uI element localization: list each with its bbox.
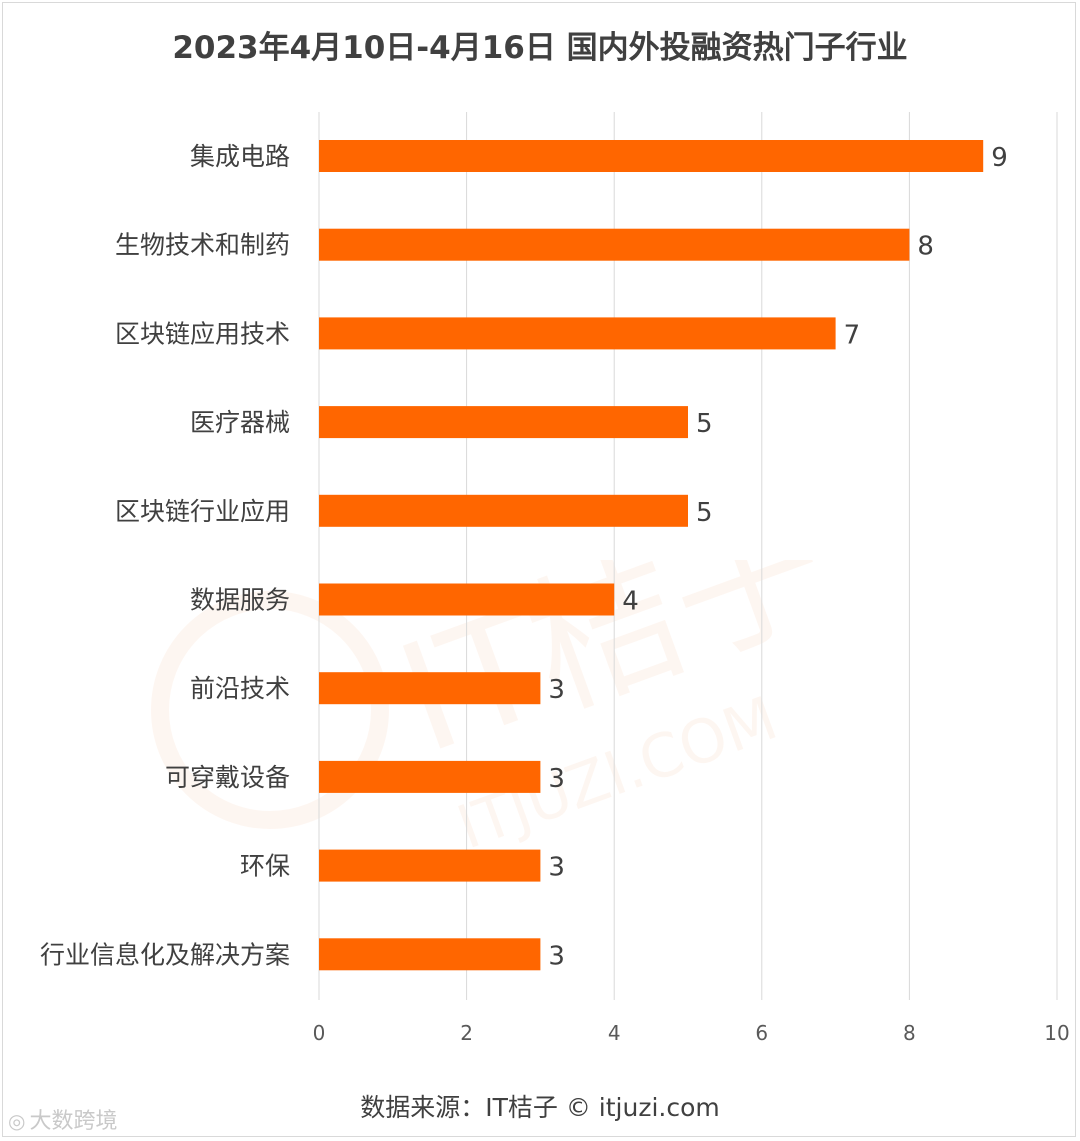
x-tick-label: 6 bbox=[755, 1021, 768, 1045]
category-label: 集成电路 bbox=[190, 142, 290, 171]
data-label: 3 bbox=[548, 853, 565, 883]
data-label: 3 bbox=[548, 764, 565, 794]
data-label: 3 bbox=[548, 675, 565, 705]
category-label: 生物技术和制药 bbox=[115, 231, 290, 260]
data-label: 5 bbox=[696, 498, 713, 528]
bar bbox=[319, 672, 541, 705]
category-labels: 集成电路生物技术和制药区块链应用技术医疗器械区块链行业应用数据服务前沿技术可穿戴… bbox=[40, 142, 290, 969]
data-label: 3 bbox=[548, 941, 565, 971]
data-label: 7 bbox=[844, 320, 861, 350]
category-label: 可穿戴设备 bbox=[165, 763, 290, 792]
corner-watermark: ◎ 大数跨境 bbox=[8, 1103, 117, 1135]
x-axis-ticks: 0 2 4 6 8 10 bbox=[313, 1021, 1070, 1045]
x-tick-label: 8 bbox=[903, 1021, 916, 1045]
corner-watermark-text: 大数跨境 bbox=[29, 1109, 118, 1134]
category-label: 环保 bbox=[240, 852, 290, 881]
x-tick-label: 10 bbox=[1044, 1021, 1069, 1045]
data-source-note: 数据来源：IT桔子 © itjuzi.com bbox=[360, 1093, 720, 1122]
x-tick-label: 4 bbox=[608, 1021, 621, 1045]
bar bbox=[319, 406, 688, 439]
category-label: 区块链应用技术 bbox=[115, 319, 290, 348]
category-label: 区块链行业应用 bbox=[115, 497, 290, 526]
bar bbox=[319, 140, 984, 172]
bar bbox=[319, 494, 688, 527]
bar-chart: 集成电路生物技术和制药区块链应用技术医疗器械区块链行业应用数据服务前沿技术可穿戴… bbox=[40, 112, 1070, 1045]
category-label: 数据服务 bbox=[190, 586, 290, 615]
data-label: 5 bbox=[696, 409, 713, 439]
category-label: 前沿技术 bbox=[190, 674, 290, 703]
x-tick-label: 0 bbox=[313, 1021, 326, 1045]
data-labels: 9 8 7 5 5 4 3 3 3 3 bbox=[548, 143, 1007, 971]
bar bbox=[319, 317, 836, 350]
bar bbox=[319, 938, 541, 971]
bar bbox=[319, 583, 615, 616]
bars bbox=[319, 140, 984, 971]
category-label: 行业信息化及解决方案 bbox=[40, 940, 290, 969]
bar bbox=[319, 228, 910, 261]
bar bbox=[319, 849, 541, 882]
category-label: 医疗器械 bbox=[190, 408, 290, 437]
data-label: 9 bbox=[991, 143, 1008, 173]
camera-logo-icon: ◎ bbox=[8, 1109, 26, 1133]
bar bbox=[319, 760, 541, 793]
x-tick-label: 2 bbox=[460, 1021, 473, 1045]
data-label: 4 bbox=[622, 587, 639, 617]
data-label: 8 bbox=[917, 232, 934, 262]
chart-title: 2023年4月10日-4月16日 国内外投融资热门子行业 bbox=[172, 30, 908, 66]
